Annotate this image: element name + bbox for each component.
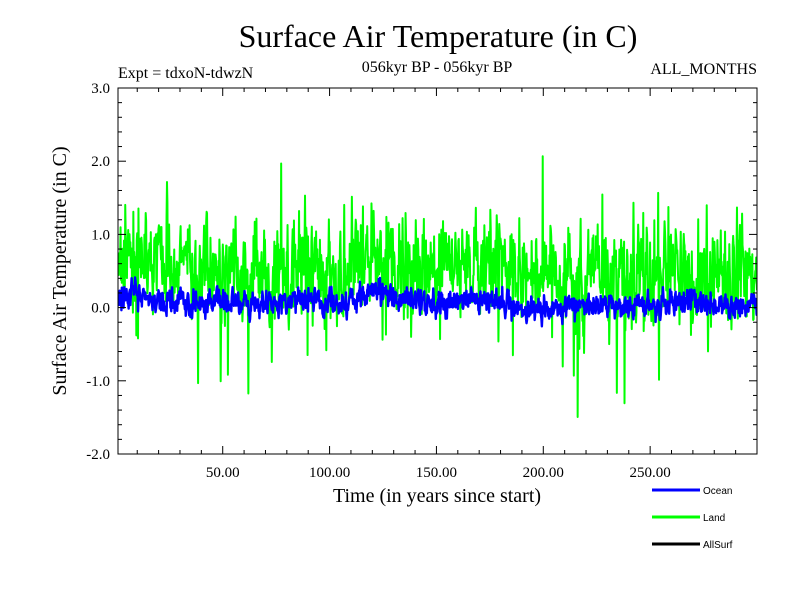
y-tick-label: 0.0 [91,301,110,317]
x-tick-label: 100.00 [309,465,350,481]
legend: Ocean Land AllSurf [652,486,733,551]
plot-area [118,155,757,418]
x-tick-label: 150.00 [416,465,457,481]
experiment-label: Expt = tdxoN-tdwzN [118,65,254,82]
plot-frame [117,87,758,455]
legend-label-allsurf: AllSurf [703,540,733,551]
y-tick-label: 3.0 [91,81,110,97]
series-line-ocean [118,276,757,328]
plot-lines [118,155,757,418]
axes: 50.00 100.00 150.00 200.00 250.00 3.0 2.0 1.0 0.… [86,81,758,481]
x-tick-label: 50.00 [206,465,240,481]
y-tick-label: -2.0 [86,447,110,463]
y-tick-label: 2.0 [91,154,110,170]
chart-title: Surface Air Temperature (in C) [239,18,638,54]
legend-label-ocean: Ocean [703,486,732,497]
x-tick-label: 200.00 [523,465,564,481]
period-label: 056kyr BP - 056kyr BP [362,59,513,76]
y-axis-label: Surface Air Temperature (in C) [49,146,71,395]
x-axis-label: Time (in years since start) [333,485,541,507]
months-label: ALL_MONTHS [650,61,757,78]
x-tick-label: 250.00 [630,465,671,481]
legend-label-land: Land [703,513,725,524]
y-tick-label: 1.0 [91,227,110,243]
y-tick-label: -1.0 [86,374,110,390]
